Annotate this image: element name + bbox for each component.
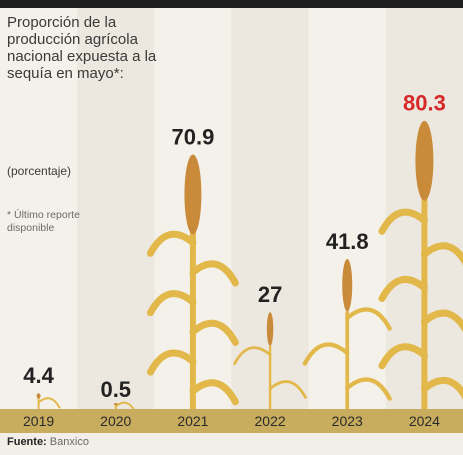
bar-2022 — [233, 312, 307, 409]
top-bar — [0, 0, 463, 8]
chart-subtitle: (porcentaje) — [7, 164, 72, 178]
column-band-2019 — [0, 8, 78, 409]
corn-plants — [36, 120, 463, 413]
x-tick-label-2020: 2020 — [100, 413, 131, 429]
bar-2024 — [378, 120, 463, 409]
x-axis-band — [0, 409, 463, 433]
chart-title: Proporción de la producción agrícola nac… — [7, 14, 157, 82]
x-tick-label-2024: 2024 — [409, 413, 440, 429]
bar-2019 — [36, 393, 61, 409]
value-label-2021: 70.9 — [172, 124, 215, 149]
x-axis: 2019 2020 2021 2022 2023 2024 — [23, 413, 440, 429]
bar-2021 — [146, 154, 239, 409]
value-label-2020: 0.5 — [100, 377, 131, 402]
x-tick-label-2019: 2019 — [23, 413, 54, 429]
source-value: Banxico — [49, 436, 89, 448]
source-label: Fuente: — [7, 436, 47, 448]
value-label-2023: 41.8 — [326, 229, 369, 254]
bar-2023 — [302, 258, 392, 409]
x-tick-label-2022: 2022 — [255, 413, 286, 429]
value-label-2022: 27 — [258, 282, 282, 307]
value-label-2024: 80.3 — [403, 91, 446, 116]
value-label-2019: 4.4 — [23, 363, 54, 388]
x-tick-label-2021: 2021 — [177, 413, 208, 429]
source-note: Fuente: Banxico — [7, 436, 89, 448]
value-labels: 4.4 0.5 70.9 27 41.8 80.3 — [23, 91, 446, 402]
footnote: * Último reporte disponible — [7, 209, 80, 234]
x-tick-label-2023: 2023 — [332, 413, 363, 429]
column-band-2020 — [77, 8, 155, 409]
